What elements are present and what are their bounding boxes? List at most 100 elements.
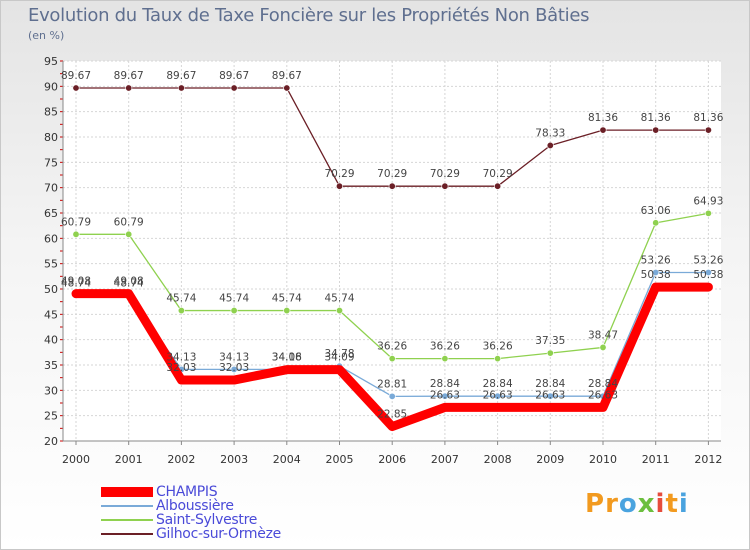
data-point-champis [493, 403, 502, 412]
data-label-gilhoc-sur-ormeze: 78.33 [535, 127, 565, 139]
x-tick-label: 2001 [115, 453, 143, 466]
data-point-champis [230, 376, 239, 385]
legend-label-alboussiere: Alboussière [156, 498, 234, 514]
data-label-alboussiere: 53.26 [641, 254, 671, 266]
data-point-alboussiere [652, 268, 660, 276]
data-label-champis: 32.03 [166, 362, 196, 374]
data-label-champis: 34.08 [272, 352, 302, 364]
data-label-gilhoc-sur-ormeze: 70.29 [483, 168, 513, 180]
data-point-saint-sylvestre [283, 307, 291, 315]
data-label-gilhoc-sur-ormeze: 89.67 [114, 70, 144, 82]
data-point-saint-sylvestre [652, 219, 660, 227]
data-point-saint-sylvestre [125, 230, 133, 238]
logo-letter: x [637, 489, 656, 519]
data-point-gilhoc-sur-ormeze [441, 182, 449, 190]
data-label-saint-sylvestre: 37.35 [535, 335, 565, 347]
data-label-champis: 26.63 [483, 389, 513, 401]
data-label-saint-sylvestre: 45.74 [166, 293, 196, 305]
data-point-saint-sylvestre [388, 355, 396, 363]
data-label-gilhoc-sur-ormeze: 70.29 [377, 168, 407, 180]
data-label-gilhoc-sur-ormeze: 70.29 [430, 168, 460, 180]
data-label-champis: 26.63 [535, 389, 565, 401]
x-tick-label: 2000 [62, 453, 90, 466]
legend-label-gilhoc: Gilhoc-sur-Ormèze [156, 526, 281, 542]
data-label-champis: 50.38 [641, 269, 671, 281]
data-label-gilhoc-sur-ormeze: 89.67 [272, 70, 302, 82]
data-label-saint-sylvestre: 45.74 [272, 293, 302, 305]
data-label-saint-sylvestre: 60.79 [114, 216, 144, 228]
x-tick-label: 2012 [694, 453, 722, 466]
x-tick-label: 2003 [220, 453, 248, 466]
data-point-saint-sylvestre [177, 307, 185, 315]
data-point-champis [335, 365, 344, 374]
data-label-champis: 49.08 [114, 276, 144, 288]
data-label-saint-sylvestre: 45.74 [324, 293, 354, 305]
chart-subtitle: (en %) [28, 29, 65, 42]
logo-letter: i [655, 489, 666, 519]
data-point-gilhoc-sur-ormeze [652, 126, 660, 134]
data-label-gilhoc-sur-ormeze: 81.36 [588, 112, 618, 124]
y-tick-label: 95 [44, 55, 58, 68]
y-tick-label: 60 [44, 232, 58, 245]
data-point-alboussiere [388, 392, 396, 400]
data-label-saint-sylvestre: 63.06 [641, 205, 671, 217]
y-tick-label: 55 [44, 258, 58, 271]
data-label-champis: 34.09 [324, 352, 354, 364]
data-label-champis: 50.38 [693, 269, 723, 281]
data-point-alboussiere [494, 392, 502, 400]
data-point-alboussiere [546, 392, 554, 400]
data-label-alboussiere: 48.74 [114, 277, 144, 289]
data-label-alboussiere: 34.78 [324, 348, 354, 360]
logo-letter: o [618, 489, 638, 519]
data-label-alboussiere: 48.74 [61, 277, 91, 289]
y-tick-label: 40 [44, 334, 58, 347]
data-label-saint-sylvestre: 45.74 [219, 293, 249, 305]
chart-title: Evolution du Taux de Taxe Foncière sur l… [28, 5, 590, 26]
legend-label-saint-sylvestre: Saint-Sylvestre [156, 512, 258, 528]
data-label-layer: 89.67 89.67 89.67 89.67 89.67 70.29 70.29 70.29… [61, 70, 724, 421]
data-label-saint-sylvestre: 36.26 [483, 341, 513, 353]
y-tick-label: 30 [44, 384, 58, 397]
y-tick-label: 35 [44, 359, 58, 372]
y-tick-label: 75 [44, 156, 58, 169]
data-label-saint-sylvestre: 38.47 [588, 329, 618, 341]
logo-letter: t [665, 489, 679, 519]
data-label-champis: 26.63 [588, 389, 618, 401]
data-label-alboussiere: 34.16 [272, 351, 302, 363]
data-label-gilhoc-sur-ormeze: 81.36 [693, 112, 723, 124]
data-point-gilhoc-sur-ormeze [388, 182, 396, 190]
data-label-alboussiere: 28.84 [483, 378, 513, 390]
data-point-saint-sylvestre [230, 307, 238, 315]
x-tick-label: 2004 [273, 453, 301, 466]
data-point-gilhoc-sur-ormeze [177, 84, 185, 92]
x-tick-label: 2009 [536, 453, 564, 466]
data-label-saint-sylvestre: 64.93 [693, 195, 723, 207]
data-label-gilhoc-sur-ormeze: 89.67 [219, 70, 249, 82]
data-label-saint-sylvestre: 36.26 [377, 341, 407, 353]
data-label-champis: 22.85 [377, 409, 407, 421]
data-label-alboussiere: 28.84 [588, 378, 618, 390]
data-point-alboussiere [704, 268, 712, 276]
series-layer [71, 84, 713, 432]
data-point-gilhoc-sur-ormeze [704, 126, 712, 134]
data-label-champis: 26.63 [430, 389, 460, 401]
data-point-champis [124, 289, 133, 298]
data-label-champis: 32.03 [219, 362, 249, 374]
legend-swatch-alboussiere [101, 505, 153, 507]
data-point-saint-sylvestre [72, 230, 80, 238]
data-point-alboussiere [441, 392, 449, 400]
data-label-saint-sylvestre: 36.26 [430, 341, 460, 353]
y-tick-label: 20 [44, 435, 58, 448]
axis-layer: 20 25 30 35 40 45 50 55 60 65 70 75 80 85 90 95 2000 2001… [44, 55, 722, 466]
data-label-alboussiere: 28.81 [377, 378, 407, 390]
data-point-champis [704, 283, 713, 292]
y-tick-label: 90 [44, 80, 58, 93]
logo-letter: r [605, 489, 619, 519]
y-tick-label: 70 [44, 182, 58, 195]
data-point-champis [282, 365, 291, 374]
legend-swatch-saint-sylvestre [101, 519, 153, 521]
y-tick-label: 45 [44, 308, 58, 321]
data-point-saint-sylvestre [335, 307, 343, 315]
data-point-saint-sylvestre [441, 355, 449, 363]
